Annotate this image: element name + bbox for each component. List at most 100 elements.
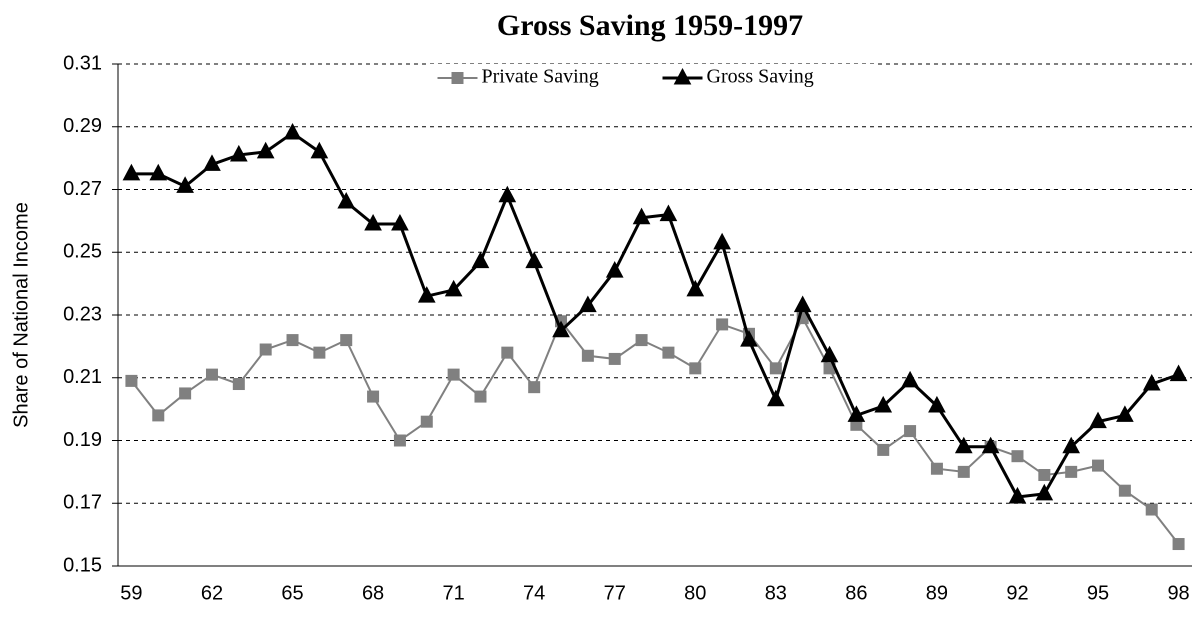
marker [528, 381, 541, 394]
marker [364, 213, 382, 231]
y-tick-label: 0.21 [63, 366, 102, 388]
x-tick-label: 95 [1087, 582, 1109, 604]
series-line [130, 316, 1180, 545]
legend-box [429, 64, 875, 92]
marker [847, 405, 866, 422]
marker [259, 343, 272, 356]
x-tick-label: 77 [604, 582, 626, 604]
series-line [131, 131, 1180, 499]
marker [673, 67, 692, 85]
marker [310, 141, 329, 159]
marker [957, 465, 970, 478]
marker [229, 144, 248, 162]
marker [662, 346, 675, 359]
x-tick-label: 68 [362, 582, 384, 604]
marker [232, 378, 245, 391]
marker [417, 286, 436, 303]
y-tick-label: 0.25 [63, 241, 102, 263]
marker [716, 318, 729, 331]
marker [122, 163, 141, 181]
marker [877, 443, 890, 456]
marker [769, 362, 782, 375]
marker [766, 389, 785, 407]
marker [1118, 484, 1131, 497]
marker [632, 207, 651, 225]
marker [1008, 486, 1027, 504]
marker [1172, 538, 1185, 551]
y-tick-label: 0.19 [63, 429, 102, 451]
marker [1092, 459, 1105, 472]
marker [981, 436, 1000, 454]
marker [474, 390, 487, 403]
x-tick-label: 89 [926, 582, 948, 604]
x-tick-label: 59 [120, 582, 142, 604]
marker [501, 346, 514, 359]
x-tick-label: 65 [281, 582, 303, 604]
marker [205, 368, 218, 381]
marker [635, 334, 648, 347]
y-axis-label: Share of National Income [10, 202, 32, 428]
marker [689, 362, 702, 375]
marker [340, 334, 353, 347]
marker [471, 251, 490, 269]
marker [337, 191, 356, 209]
marker [203, 154, 221, 171]
marker [313, 346, 326, 359]
marker [525, 251, 544, 269]
chart-title: Gross Saving 1959-1997 [497, 9, 803, 42]
marker [1038, 469, 1051, 482]
marker [874, 395, 893, 413]
y-tick-label: 0.27 [63, 178, 102, 200]
marker [1089, 411, 1107, 429]
marker [149, 163, 168, 181]
marker [605, 261, 624, 278]
x-tick-label: 86 [845, 582, 867, 604]
marker [686, 279, 705, 297]
y-tick-label: 0.15 [63, 554, 102, 576]
marker [179, 387, 192, 400]
y-tick-label: 0.31 [63, 52, 102, 74]
marker [256, 141, 275, 159]
legend-label: Private Saving [482, 66, 599, 88]
marker [820, 345, 839, 363]
marker [552, 320, 570, 338]
x-tick-label: 83 [765, 582, 787, 604]
marker [283, 122, 302, 140]
marker [930, 462, 943, 475]
marker [793, 295, 812, 313]
marker [1035, 483, 1054, 501]
marker [740, 330, 758, 347]
y-tick-label: 0.23 [63, 303, 102, 325]
marker [447, 368, 460, 381]
marker [1011, 450, 1024, 463]
marker [901, 370, 919, 388]
marker [1169, 364, 1188, 382]
y-tick-label: 0.29 [63, 115, 102, 137]
marker [286, 334, 299, 347]
x-tick-label: 74 [523, 582, 545, 604]
marker [608, 352, 621, 365]
marker [1065, 465, 1078, 478]
marker [176, 176, 194, 193]
marker [579, 295, 597, 313]
marker [367, 390, 380, 403]
marker [904, 425, 917, 438]
marker [393, 434, 406, 447]
marker [1062, 436, 1081, 454]
y-tick-label: 0.17 [63, 492, 102, 514]
x-tick-label: 92 [1006, 582, 1028, 604]
x-tick-label: 80 [684, 582, 706, 604]
marker [581, 349, 594, 362]
marker [1145, 503, 1158, 516]
marker [1142, 373, 1161, 391]
marker [444, 279, 463, 297]
marker [152, 409, 165, 422]
marker [498, 185, 517, 203]
marker [1116, 405, 1134, 422]
x-tick-label: 62 [201, 582, 223, 604]
x-tick-label: 98 [1167, 582, 1189, 604]
marker [391, 213, 409, 231]
legend-label: Gross Saving [707, 66, 814, 88]
x-tick-label: 71 [443, 582, 465, 604]
